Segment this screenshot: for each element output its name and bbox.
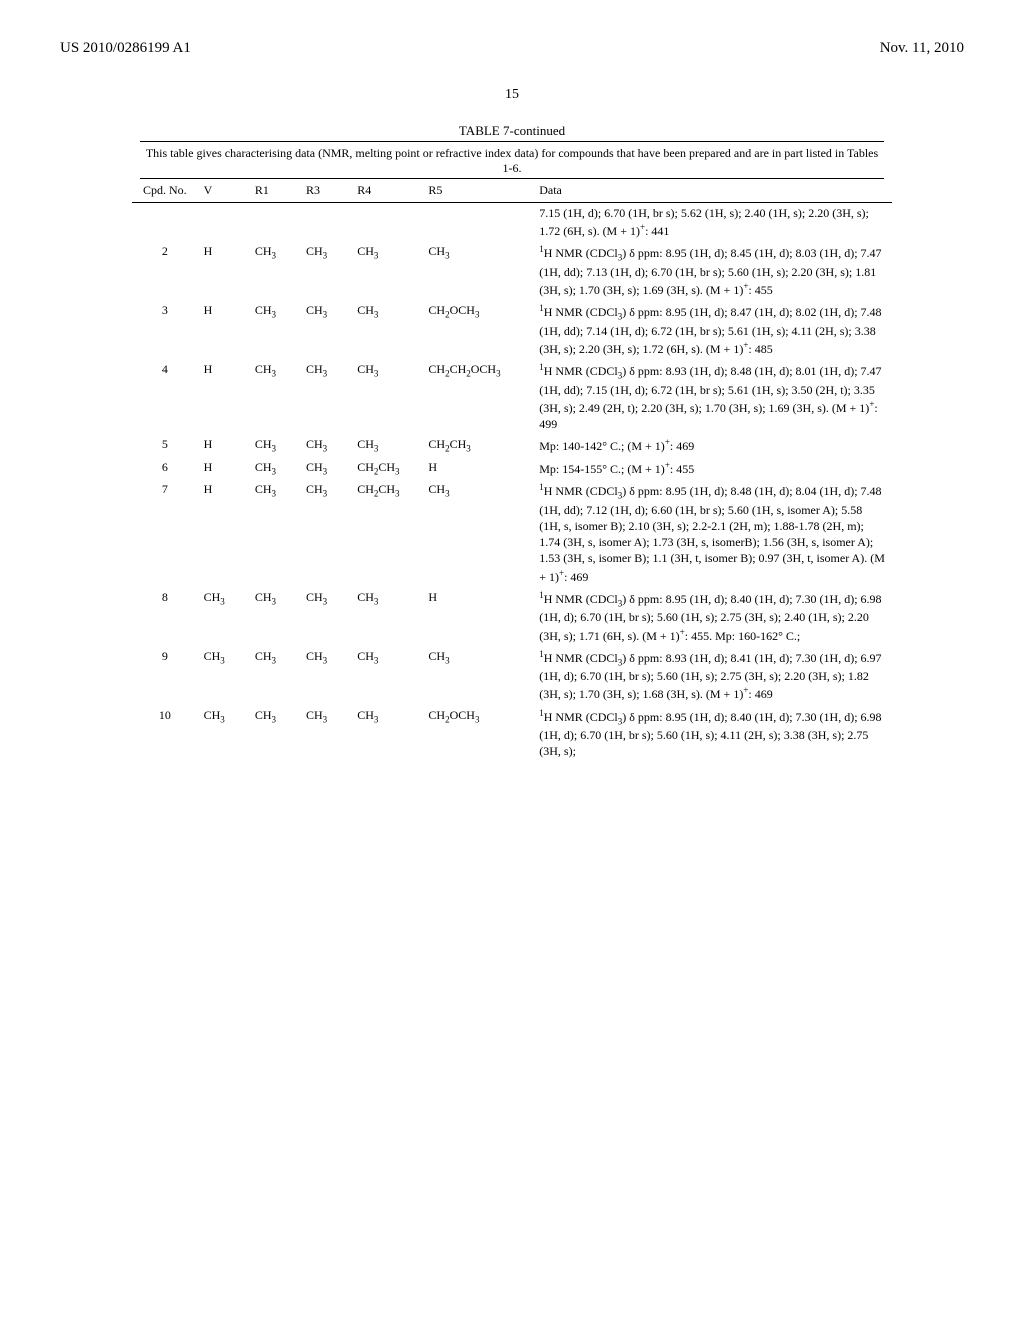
cell-r4: CH3: [351, 434, 422, 457]
cell-r3: [300, 203, 351, 242]
cell-v: CH3: [198, 587, 249, 646]
cell-r4: [351, 203, 422, 242]
cell-data: 7.15 (1H, d); 6.70 (1H, br s); 5.62 (1H,…: [533, 203, 892, 242]
cell-cpd: 9: [132, 646, 198, 705]
cell-r5: CH2OCH3: [422, 705, 533, 762]
cell-r3: CH3: [300, 241, 351, 300]
cell-r4: CH3: [351, 646, 422, 705]
cell-r3: CH3: [300, 457, 351, 480]
cell-r4: CH3: [351, 241, 422, 300]
col-header-v: V: [198, 179, 249, 203]
cell-v: H: [198, 300, 249, 359]
cell-r5: CH3: [422, 646, 533, 705]
table-row: 3HCH3CH3CH3CH2OCH31H NMR (CDCl3) δ ppm: …: [132, 300, 892, 359]
cell-r5: H: [422, 587, 533, 646]
cell-r5: CH3: [422, 479, 533, 586]
cell-r4: CH2CH3: [351, 457, 422, 480]
cell-v: H: [198, 457, 249, 480]
cell-r4: CH2CH3: [351, 479, 422, 586]
col-header-r5: R5: [422, 179, 533, 203]
cell-v: H: [198, 241, 249, 300]
cell-r5: CH2CH3: [422, 434, 533, 457]
cell-data: Mp: 154-155° C.; (M + 1)+: 455: [533, 457, 892, 480]
cell-data: 1H NMR (CDCl3) δ ppm: 8.93 (1H, d); 8.48…: [533, 359, 892, 434]
cell-r1: CH3: [249, 705, 300, 762]
cell-cpd: 8: [132, 587, 198, 646]
cell-r3: CH3: [300, 705, 351, 762]
cell-r1: CH3: [249, 479, 300, 586]
cell-r3: CH3: [300, 646, 351, 705]
cell-r1: [249, 203, 300, 242]
cell-r5: [422, 203, 533, 242]
table-row: 2HCH3CH3CH3CH31H NMR (CDCl3) δ ppm: 8.95…: [132, 241, 892, 300]
table-row: 4HCH3CH3CH3CH2CH2OCH31H NMR (CDCl3) δ pp…: [132, 359, 892, 434]
cell-cpd: 10: [132, 705, 198, 762]
cell-cpd: 5: [132, 434, 198, 457]
cell-v: H: [198, 434, 249, 457]
table-row: 10CH3CH3CH3CH3CH2OCH31H NMR (CDCl3) δ pp…: [132, 705, 892, 762]
cell-data: 1H NMR (CDCl3) δ ppm: 8.95 (1H, d); 8.40…: [533, 705, 892, 762]
cell-r5: CH3: [422, 241, 533, 300]
cell-r4: CH3: [351, 300, 422, 359]
cell-data: Mp: 140-142° C.; (M + 1)+: 469: [533, 434, 892, 457]
cell-data: 1H NMR (CDCl3) δ ppm: 8.95 (1H, d); 8.47…: [533, 300, 892, 359]
col-header-r4: R4: [351, 179, 422, 203]
cell-cpd: 6: [132, 457, 198, 480]
cell-r4: CH3: [351, 359, 422, 434]
col-header-r3: R3: [300, 179, 351, 203]
table-header-row: Cpd. No. V R1 R3 R4 R5 Data: [132, 179, 892, 203]
table-row: 8CH3CH3CH3CH3H1H NMR (CDCl3) δ ppm: 8.95…: [132, 587, 892, 646]
cell-r4: CH3: [351, 705, 422, 762]
cell-r1: CH3: [249, 434, 300, 457]
cell-r1: CH3: [249, 587, 300, 646]
table-row: 7HCH3CH3CH2CH3CH31H NMR (CDCl3) δ ppm: 8…: [132, 479, 892, 586]
cell-v: [198, 203, 249, 242]
col-header-data: Data: [533, 179, 892, 203]
table-row: 6HCH3CH3CH2CH3HMp: 154-155° C.; (M + 1)+…: [132, 457, 892, 480]
cell-v: CH3: [198, 646, 249, 705]
cell-r3: CH3: [300, 300, 351, 359]
cell-data: 1H NMR (CDCl3) δ ppm: 8.95 (1H, d); 8.48…: [533, 479, 892, 586]
patent-number: US 2010/0286199 A1: [60, 40, 191, 57]
table-row: 9CH3CH3CH3CH3CH31H NMR (CDCl3) δ ppm: 8.…: [132, 646, 892, 705]
cell-data: 1H NMR (CDCl3) δ ppm: 8.95 (1H, d); 8.45…: [533, 241, 892, 300]
cell-data: 1H NMR (CDCl3) δ ppm: 8.95 (1H, d); 8.40…: [533, 587, 892, 646]
page-header: US 2010/0286199 A1 Nov. 11, 2010: [60, 40, 964, 57]
cell-v: CH3: [198, 705, 249, 762]
cell-data: 1H NMR (CDCl3) δ ppm: 8.93 (1H, d); 8.41…: [533, 646, 892, 705]
cell-r3: CH3: [300, 479, 351, 586]
table-row: 7.15 (1H, d); 6.70 (1H, br s); 5.62 (1H,…: [132, 203, 892, 242]
cell-cpd: 7: [132, 479, 198, 586]
publication-date: Nov. 11, 2010: [880, 40, 964, 57]
cell-r4: CH3: [351, 587, 422, 646]
col-header-cpd: Cpd. No.: [132, 179, 198, 203]
cell-cpd: 2: [132, 241, 198, 300]
cell-r1: CH3: [249, 241, 300, 300]
cell-r3: CH3: [300, 587, 351, 646]
cell-r3: CH3: [300, 359, 351, 434]
cell-cpd: 4: [132, 359, 198, 434]
col-header-r1: R1: [249, 179, 300, 203]
cell-r5: CH2CH2OCH3: [422, 359, 533, 434]
cell-cpd: 3: [132, 300, 198, 359]
cell-cpd: [132, 203, 198, 242]
table-title: TABLE 7-continued: [60, 123, 964, 139]
cell-v: H: [198, 359, 249, 434]
data-table: Cpd. No. V R1 R3 R4 R5 Data 7.15 (1H, d)…: [132, 179, 892, 762]
cell-r3: CH3: [300, 434, 351, 457]
cell-r1: CH3: [249, 646, 300, 705]
table-row: 5HCH3CH3CH3CH2CH3Mp: 140-142° C.; (M + 1…: [132, 434, 892, 457]
cell-r1: CH3: [249, 300, 300, 359]
cell-r5: H: [422, 457, 533, 480]
cell-v: H: [198, 479, 249, 586]
table-caption: This table gives characterising data (NM…: [140, 141, 884, 179]
cell-r1: CH3: [249, 457, 300, 480]
page-number: 15: [60, 87, 964, 103]
cell-r1: CH3: [249, 359, 300, 434]
cell-r5: CH2OCH3: [422, 300, 533, 359]
